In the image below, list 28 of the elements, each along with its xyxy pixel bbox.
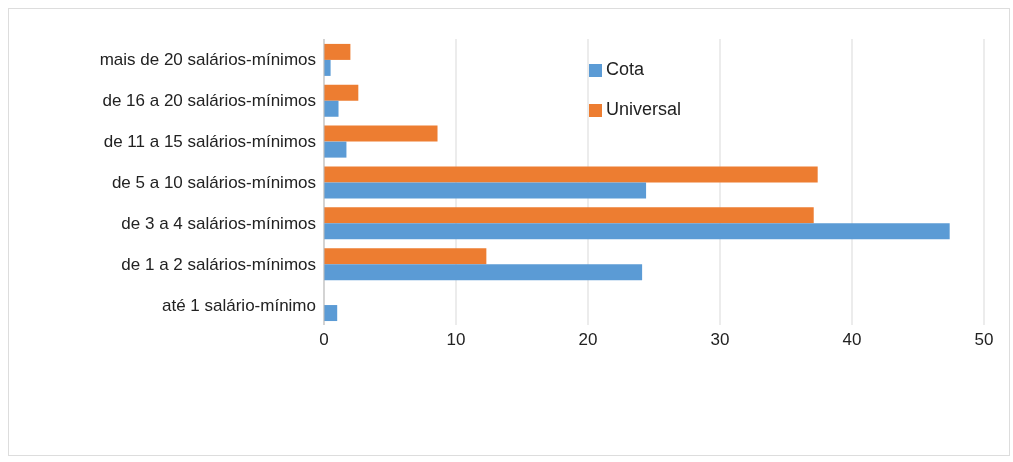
x-tick-label: 20 [578, 330, 598, 350]
bar [324, 264, 643, 281]
y-tick-label: de 3 a 4 salários-mínimos [121, 213, 316, 233]
x-tick-label: 40 [842, 330, 862, 350]
bar [324, 141, 347, 158]
bar [324, 182, 647, 199]
x-tick-label: 10 [446, 330, 466, 350]
bar [324, 223, 950, 240]
bar [324, 166, 818, 183]
bar [324, 100, 339, 117]
y-tick-label: de 11 a 15 salários-mínimos [103, 132, 316, 152]
bar [324, 84, 359, 101]
bar [324, 248, 487, 265]
y-tick-label: até 1 salário-mínimo [161, 295, 316, 315]
y-tick-label: de 1 a 2 salários-mínimos [121, 254, 316, 274]
bar [324, 59, 331, 76]
bar [324, 125, 438, 142]
x-tick-label: 50 [974, 330, 994, 350]
y-tick-label: mais de 20 salários-mínimos [99, 50, 316, 70]
y-tick-label: de 16 a 20 salários-mínimos [102, 91, 316, 111]
x-tick-label: 0 [319, 330, 329, 350]
bar [324, 207, 814, 224]
legend-label: Universal [606, 99, 682, 119]
legend-label: Cota [606, 59, 645, 79]
x-tick-label: 30 [710, 330, 730, 350]
y-tick-label: de 5 a 10 salários-mínimos [111, 173, 316, 193]
bar [324, 43, 351, 60]
bar [324, 305, 338, 322]
